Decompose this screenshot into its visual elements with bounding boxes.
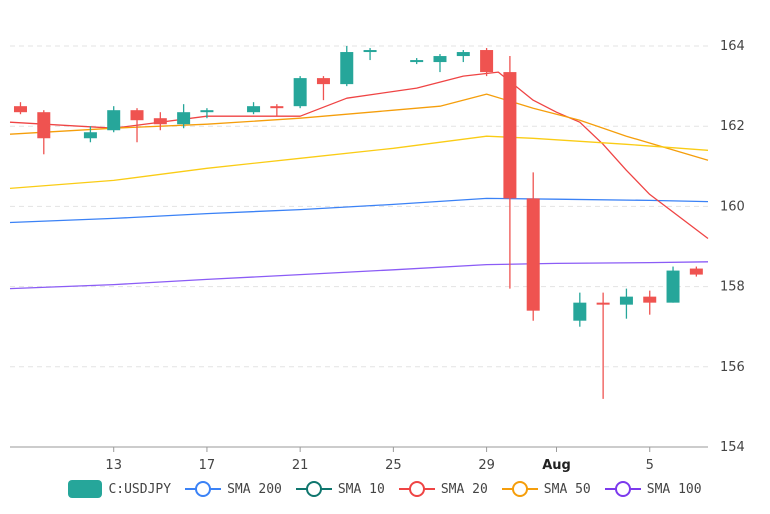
candle-body [666,270,680,303]
candle-body [270,106,284,109]
candle [666,266,680,303]
candle [526,172,540,321]
candle-body [130,110,144,121]
candle-body [410,60,424,63]
candle [340,46,354,87]
legend-label: C:USDJPY [108,481,172,497]
legend-item-sma-100[interactable]: SMA 100 [604,480,702,498]
candle-body [316,78,330,85]
candle-body [107,110,121,131]
candle [37,110,51,155]
circle-line-icon [295,480,332,498]
candle [107,106,121,133]
sma-line [9,261,709,290]
candle [689,266,703,277]
candle-body [689,268,703,275]
x-tick-label: 13 [105,458,122,473]
circle-line-icon [604,480,641,498]
candle [83,126,97,143]
legend-item-sma-50[interactable]: SMA 50 [501,480,591,498]
sma-line [9,197,709,224]
y-tick-label: 154 [720,440,745,455]
legend-item-sma-10[interactable]: SMA 10 [295,480,385,498]
legend-label: SMA 10 [337,481,385,497]
y-tick-label: 158 [720,280,745,295]
x-tick-label: 25 [385,458,402,473]
candle [153,112,167,131]
candle-body [596,302,610,305]
y-tick-label: 160 [720,199,745,214]
candle-body [573,302,587,321]
circle-line-icon [185,480,222,498]
candle [130,108,144,143]
candle-body [643,296,657,303]
candle-body [526,198,540,311]
legend-label: SMA 200 [227,481,282,497]
candle-body [247,106,261,113]
candle-body [503,72,517,199]
legend-label: SMA 20 [440,481,488,497]
x-tick-label: 17 [199,458,216,473]
sma-line [9,71,709,240]
candlestick-chart: 154 156 158 160 162 164 13 17 21 25 29 Aug 5 [9,39,745,473]
legend-item-sma-200[interactable]: SMA 200 [185,480,282,498]
candle [270,104,284,117]
candle-body [480,50,494,73]
x-tick-label: Aug [542,458,571,473]
candle [480,48,494,77]
candle [503,56,517,289]
candle-body [293,78,307,107]
candle [456,50,470,63]
candle [596,292,610,399]
x-tick-label: 29 [478,458,495,473]
candle [619,288,633,319]
candle [573,292,587,327]
circle-line-icon [501,480,538,498]
candle [200,108,214,119]
candle-body [83,132,97,139]
candle-body [363,50,377,53]
candle [247,102,261,115]
candle [363,48,377,61]
candle-body [456,52,470,57]
candle [177,104,191,129]
legend-item-sma-20[interactable]: SMA 20 [398,480,488,498]
candle-body [619,296,633,305]
candle [316,76,330,101]
circle-line-icon [398,480,435,498]
candle-swatch-icon [68,480,103,498]
sma-line [9,93,709,161]
candle-body [433,56,447,63]
y-tick-label: 156 [720,360,745,375]
legend-item-usdjpy[interactable]: C:USDJPY [68,480,171,498]
candle-body [340,52,354,85]
candle-body [200,110,214,113]
candle [643,290,657,315]
x-tick-label: 21 [292,458,309,473]
legend-label: SMA 100 [646,481,702,497]
sma-line [9,135,709,190]
y-tick-label: 164 [720,39,745,54]
candle [410,58,424,65]
candle-body [153,118,167,125]
candle [13,102,27,115]
candle [293,76,307,109]
candle-body [13,106,27,113]
candle [433,54,447,73]
legend-label: SMA 50 [543,481,591,497]
x-tick-label: 5 [646,458,654,473]
y-tick-label: 162 [720,119,745,134]
legend: C:USDJPY SMA 200 SMA 10 SMA 20 SMA 50 SM… [0,480,770,498]
candle-body [37,112,51,139]
candle-body [177,112,191,125]
